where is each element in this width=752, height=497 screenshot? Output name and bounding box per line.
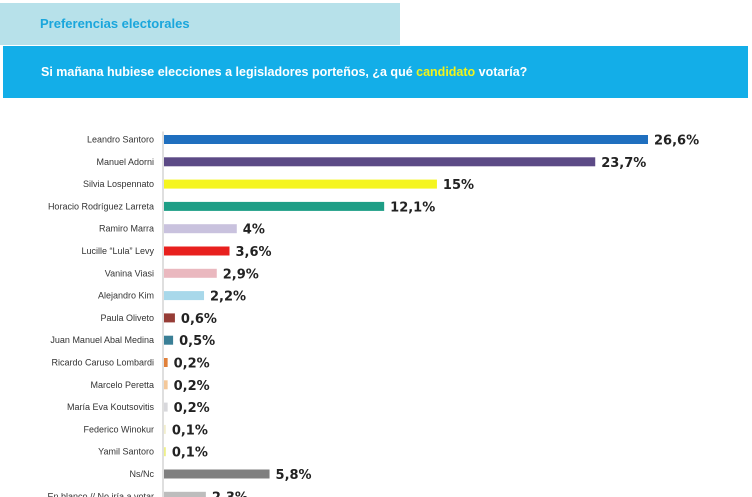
value-label: 0,6% — [181, 312, 217, 327]
section-tab: Preferencias electorales — [0, 3, 400, 45]
value-label: 0,2% — [174, 401, 210, 416]
bar — [164, 313, 175, 323]
bar — [164, 380, 168, 390]
section-title: Preferencias electorales — [40, 16, 190, 31]
category-label: Marcelo Peretta — [90, 380, 154, 390]
value-label: 23,7% — [601, 156, 646, 171]
category-label: Ns/Nc — [130, 469, 155, 479]
category-label: Paula Oliveto — [100, 313, 154, 323]
value-label: 4% — [243, 223, 265, 238]
category-label: Federico Winokur — [83, 424, 154, 434]
value-label: 3,6% — [236, 245, 272, 260]
value-label: 2,9% — [223, 267, 259, 282]
value-label: 12,1% — [390, 200, 435, 215]
category-label: Leandro Santoro — [87, 135, 154, 145]
category-label: Alejandro Kim — [98, 291, 154, 301]
category-label: Horacio Rodríguez Larreta — [48, 201, 154, 211]
category-label: María Eva Koutsovitis — [67, 402, 155, 412]
bar — [164, 447, 166, 457]
bar — [164, 157, 596, 167]
bar — [164, 291, 205, 301]
value-label: 0,2% — [174, 379, 210, 394]
value-label: 2,3% — [212, 490, 248, 497]
category-label: Juan Manuel Abal Medina — [50, 335, 154, 345]
bar — [164, 358, 168, 367]
bar — [164, 246, 230, 256]
category-label: En blanco // No iría a votar — [47, 491, 154, 497]
category-label: Lucille “Lula” Levy — [81, 246, 154, 256]
bar — [164, 224, 237, 234]
category-label: Ricardo Caruso Lombardi — [51, 358, 154, 368]
question-banner: Si mañana hubiese elecciones a legislado… — [3, 46, 748, 98]
category-label: Manuel Adorni — [96, 157, 154, 167]
value-label: 26,6% — [654, 134, 699, 149]
bar — [164, 469, 270, 479]
question-highlight: candidato — [416, 65, 476, 79]
bar — [164, 135, 648, 144]
value-label: 0,1% — [172, 446, 208, 461]
bar — [164, 268, 217, 278]
value-label: 5,8% — [276, 468, 312, 483]
value-label: 0,2% — [174, 357, 210, 372]
bar — [164, 424, 166, 434]
bar — [164, 335, 174, 345]
bar — [164, 491, 206, 497]
value-label: 15% — [443, 178, 474, 193]
category-label: Yamil Santoro — [98, 447, 154, 457]
category-label: Ramiro Marra — [99, 224, 154, 234]
value-label: 0,5% — [179, 334, 215, 349]
category-label: Vanina Viasi — [105, 268, 154, 278]
value-label: 0,1% — [172, 423, 208, 438]
bar — [164, 201, 385, 211]
category-label: Silvia Lospennato — [83, 179, 154, 189]
bar — [164, 179, 437, 189]
value-label: 2,2% — [210, 290, 246, 305]
question-text-start: Si mañana hubiese elecciones a legislado… — [41, 65, 417, 79]
question-text-end: votaría? — [475, 65, 528, 79]
bar — [164, 402, 168, 412]
